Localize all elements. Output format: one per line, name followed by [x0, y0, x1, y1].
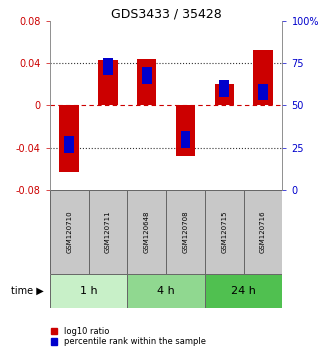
FancyBboxPatch shape [89, 190, 127, 274]
Bar [142, 67, 152, 84]
Bar [137, 59, 156, 105]
FancyBboxPatch shape [127, 274, 205, 308]
FancyBboxPatch shape [166, 190, 205, 274]
Bar [220, 80, 229, 97]
Bar [59, 105, 79, 172]
FancyBboxPatch shape [50, 274, 127, 308]
FancyBboxPatch shape [205, 190, 244, 274]
FancyBboxPatch shape [244, 190, 282, 274]
Legend: log10 ratio, percentile rank within the sample: log10 ratio, percentile rank within the … [51, 327, 206, 346]
FancyBboxPatch shape [50, 190, 282, 274]
Text: 4 h: 4 h [157, 286, 175, 296]
Bar [103, 58, 113, 75]
Bar [64, 136, 74, 153]
Text: GSM120715: GSM120715 [221, 210, 227, 253]
Bar [215, 84, 234, 105]
Title: GDS3433 / 35428: GDS3433 / 35428 [111, 7, 221, 20]
Text: GSM120708: GSM120708 [183, 210, 188, 253]
Bar [181, 131, 190, 148]
Bar [253, 50, 273, 105]
Text: GSM120648: GSM120648 [144, 210, 150, 253]
Text: GSM120710: GSM120710 [66, 210, 72, 253]
Text: 1 h: 1 h [80, 286, 97, 296]
Bar [176, 105, 195, 156]
FancyBboxPatch shape [127, 190, 166, 274]
FancyBboxPatch shape [50, 190, 89, 274]
FancyBboxPatch shape [205, 274, 282, 308]
Bar [258, 84, 268, 101]
Text: GSM120711: GSM120711 [105, 210, 111, 253]
Bar [98, 60, 117, 105]
Text: time ▶: time ▶ [11, 286, 43, 296]
Text: 24 h: 24 h [231, 286, 256, 296]
Text: GSM120716: GSM120716 [260, 210, 266, 253]
